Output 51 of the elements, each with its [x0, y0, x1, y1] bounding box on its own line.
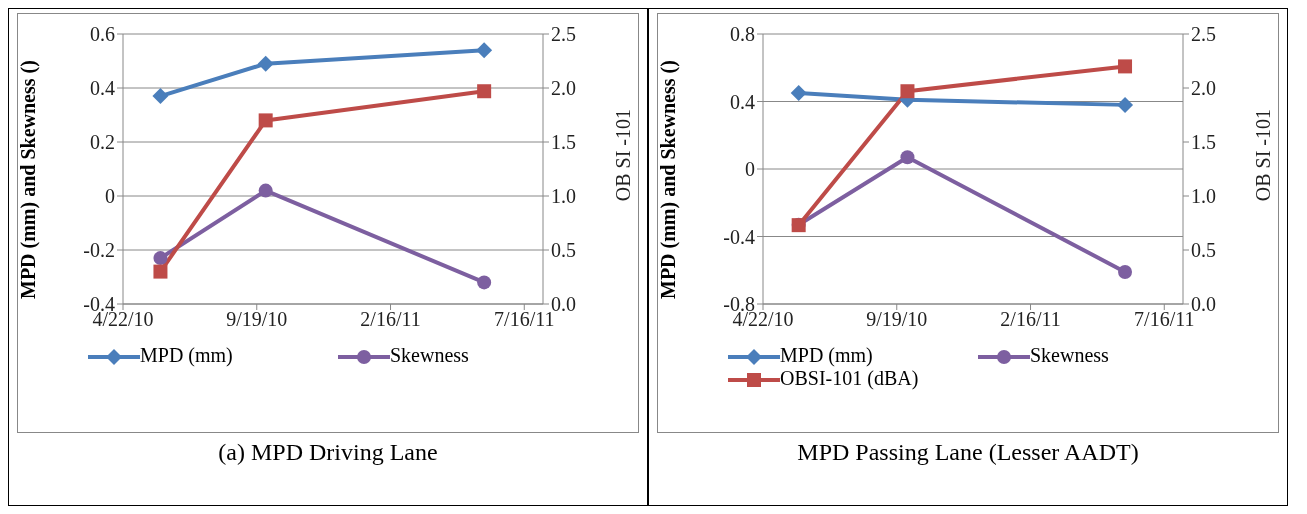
y2-tick-label: 1.5	[551, 131, 576, 154]
y-tick-label: 0.4	[730, 90, 755, 113]
y2-tick-label: 2.5	[551, 23, 576, 46]
y-tick-label: 0.6	[90, 23, 115, 46]
y-axis-title: MPD (mm) and Skewness ()	[17, 60, 41, 299]
y-tick-label: 0.4	[90, 77, 115, 100]
point	[258, 113, 273, 128]
y2-tick-label: 2.0	[1191, 77, 1216, 100]
y2-tick-label: 2.5	[1191, 23, 1216, 46]
y-tick-label: 0.8	[730, 23, 755, 46]
y2-axis-title: OB SI -101	[1252, 109, 1275, 202]
y-axis-title: MPD (mm) and Skewness ()	[657, 60, 681, 299]
text: (a) MPD Driving Lane	[217, 439, 439, 466]
y2-tick-label: 1.0	[551, 185, 576, 208]
y2-axis-title: OB SI -101	[612, 109, 635, 202]
y2-tick-label: 1.0	[1191, 185, 1216, 208]
y-tick-label: -0.4	[723, 225, 755, 248]
x-tick-label: 2/16/11	[360, 308, 421, 331]
point	[476, 42, 493, 59]
point	[257, 55, 274, 72]
legend-label: Skewness	[1029, 344, 1110, 367]
y2-tick-label: 0.0	[1191, 293, 1216, 316]
point	[900, 84, 915, 99]
legend-label: MPD (mm)	[779, 344, 874, 367]
x-tick-label: 2/16/11	[1000, 308, 1061, 331]
legend-label: MPD (mm)	[139, 344, 234, 367]
x-tick-label: 9/19/10	[866, 308, 928, 331]
point	[477, 84, 492, 99]
x-tick-label: 9/19/10	[226, 308, 288, 331]
point	[153, 251, 168, 266]
y-tick-label: -0.2	[83, 239, 115, 262]
point	[1118, 264, 1133, 279]
y2-tick-label: 0.0	[551, 293, 576, 316]
y-tick-label: 0	[745, 158, 755, 181]
y2-tick-label: 0.5	[551, 239, 576, 262]
text: MPD Passing Lane (Lesser AADT)	[796, 439, 1140, 466]
y-tick-label: 0.2	[90, 131, 115, 154]
point	[790, 85, 807, 102]
legend-label: Skewness	[389, 344, 470, 367]
point	[152, 88, 169, 105]
legend-label: OBSI-101 (dBA)	[779, 367, 920, 390]
point	[258, 183, 273, 198]
point	[900, 150, 915, 165]
point	[1117, 96, 1134, 113]
y2-tick-label: 2.0	[551, 77, 576, 100]
point	[1118, 59, 1133, 74]
point	[477, 275, 492, 290]
y2-tick-label: 0.5	[1191, 239, 1216, 262]
y2-tick-label: 1.5	[1191, 131, 1216, 154]
point	[153, 264, 168, 279]
y-tick-label: 0	[105, 185, 115, 208]
